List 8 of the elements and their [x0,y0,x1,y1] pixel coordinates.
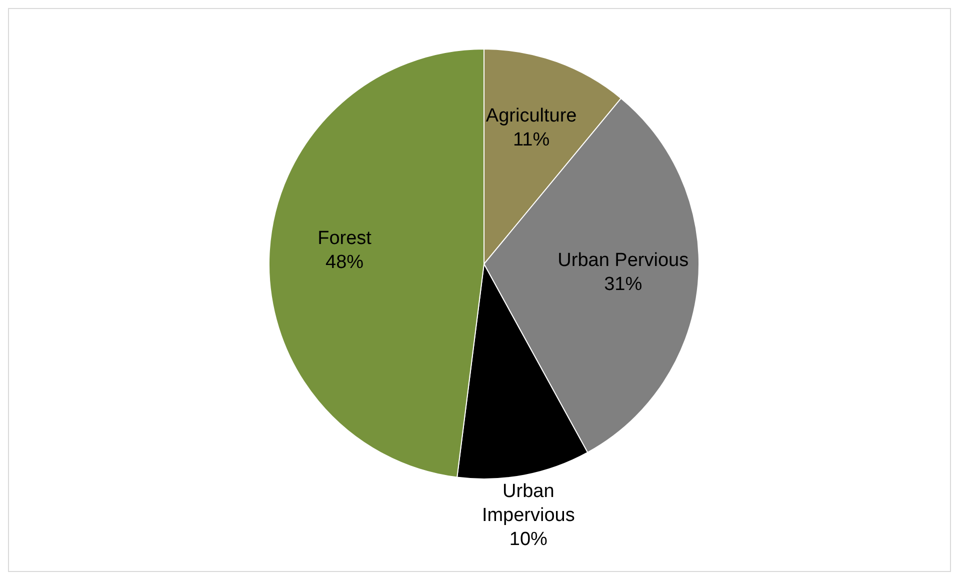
data-label: 11% [513,130,550,151]
slice-label: Urban Pervious [558,250,689,272]
data-label: 48% [326,252,364,274]
data-label: 10% [509,528,548,550]
slice-label: Agriculture [486,106,577,127]
slice-label: Urban Impervious [482,480,575,526]
data-label: 31% [604,274,642,296]
slice-label: Forest [318,228,372,250]
